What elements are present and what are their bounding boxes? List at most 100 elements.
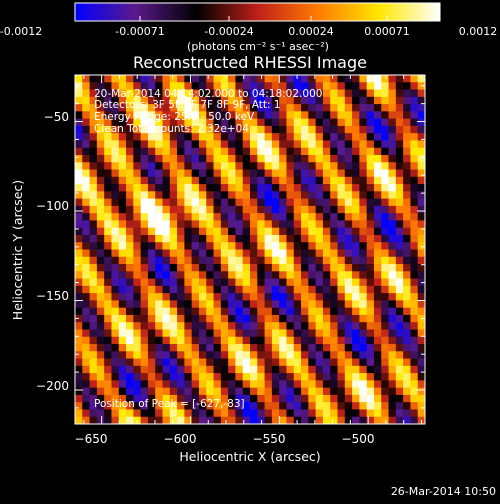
heatmap-cell	[75, 140, 83, 149]
heatmap-cell	[293, 249, 302, 258]
heatmap-cell	[250, 176, 258, 185]
heatmap-cell	[235, 300, 244, 309]
heatmap-cell	[264, 314, 273, 323]
heatmap-cell	[126, 344, 134, 352]
heatmap-cell	[191, 300, 200, 309]
heatmap-cell	[242, 307, 251, 316]
heatmap-cell	[228, 191, 236, 199]
heatmap-cell	[395, 242, 404, 250]
heatmap-cell	[126, 373, 134, 381]
heatmap-cell	[118, 409, 127, 418]
heatmap-cell	[293, 82, 302, 90]
heatmap-cell	[250, 249, 258, 258]
heatmap-cell	[162, 409, 171, 418]
heatmap-cell	[169, 125, 178, 134]
heatmap-cell	[133, 125, 142, 134]
heatmap-cell	[82, 293, 90, 301]
heatmap-cell	[104, 205, 112, 214]
heatmap-cell	[410, 213, 419, 221]
heatmap-cell	[271, 358, 280, 367]
heatmap-cell	[155, 111, 163, 120]
heatmap-cell	[133, 234, 142, 243]
heatmap-cell	[271, 147, 280, 156]
heatmap-cell	[89, 358, 98, 367]
heatmap-cell	[293, 394, 302, 403]
heatmap-cell	[293, 351, 302, 359]
heatmap-cell	[388, 365, 397, 374]
heatmap-cell	[89, 96, 98, 105]
heatmap-cell	[279, 154, 287, 163]
heatmap-cell	[315, 256, 324, 265]
heatmap-cell	[140, 111, 149, 120]
heatmap-cell	[191, 416, 200, 424]
heatmap-cell	[286, 184, 295, 192]
heatmap-cell	[381, 111, 389, 120]
heatmap-cell	[162, 220, 171, 229]
heatmap-cell	[111, 285, 120, 294]
heatmap-cell	[242, 242, 251, 250]
heatmap-cell	[250, 75, 258, 83]
heatmap-cell	[264, 329, 273, 338]
heatmap-cell	[264, 147, 273, 156]
heatmap-cell	[140, 227, 149, 236]
heatmap-cell	[96, 264, 105, 272]
heatmap-cell	[271, 198, 280, 207]
heatmap-cell	[89, 104, 98, 112]
heatmap-cell	[177, 307, 185, 316]
heatmap-cell	[359, 176, 368, 185]
heatmap-cell	[191, 314, 200, 323]
heatmap-cell	[82, 264, 90, 272]
heatmap-cell	[206, 300, 214, 309]
heatmap-cell	[82, 387, 90, 396]
heatmap-cell	[366, 125, 375, 134]
heatmap-cell	[264, 227, 273, 236]
heatmap-cell	[257, 358, 265, 367]
heatmap-cell	[235, 205, 244, 214]
heatmap-cell	[169, 373, 178, 381]
heatmap-cell	[279, 300, 287, 309]
heatmap-cell	[250, 227, 258, 236]
heatmap-cell	[301, 285, 309, 294]
heatmap-cell	[104, 213, 112, 221]
heatmap-cell	[395, 416, 404, 424]
heatmap-cell	[250, 271, 258, 279]
heatmap-cell	[242, 249, 251, 258]
heatmap-cell	[75, 293, 83, 301]
heatmap-cell	[381, 227, 389, 236]
heatmap-cell	[344, 234, 353, 243]
heatmap-cell	[388, 118, 397, 127]
heatmap-cell	[330, 154, 338, 163]
heatmap-cell	[315, 358, 324, 367]
heatmap-cell	[293, 75, 302, 83]
heatmap-cell	[417, 176, 425, 185]
heatmap-cell	[388, 162, 397, 170]
heatmap-cell	[133, 285, 142, 294]
heatmap-cell	[89, 365, 98, 374]
heatmap-cell	[308, 89, 317, 98]
heatmap-cell	[301, 394, 309, 403]
heatmap-cell	[162, 162, 171, 170]
heatmap-cell	[359, 205, 368, 214]
heatmap-cell	[250, 89, 258, 98]
heatmap-cell	[155, 140, 163, 149]
heatmap-cell	[96, 242, 105, 250]
heatmap-cell	[82, 96, 90, 105]
heatmap-cell	[388, 111, 397, 120]
heatmap-cell	[344, 118, 353, 127]
heatmap-cell	[286, 133, 295, 141]
heatmap-cell	[111, 278, 120, 287]
heatmap-cell	[155, 271, 163, 279]
heatmap-cell	[352, 380, 360, 389]
heatmap-cell	[301, 125, 309, 134]
heatmap-cell	[140, 416, 149, 424]
heatmap-cell	[169, 111, 178, 120]
heatmap-cell	[359, 147, 368, 156]
heatmap-cell	[104, 227, 112, 236]
heatmap-cell	[89, 242, 98, 250]
heatmap-cell	[75, 351, 83, 359]
heatmap-cell	[242, 234, 251, 243]
heatmap-cell	[344, 111, 353, 120]
heatmap-cell	[293, 147, 302, 156]
heatmap-cell	[381, 264, 389, 272]
heatmap-cell	[388, 293, 397, 301]
